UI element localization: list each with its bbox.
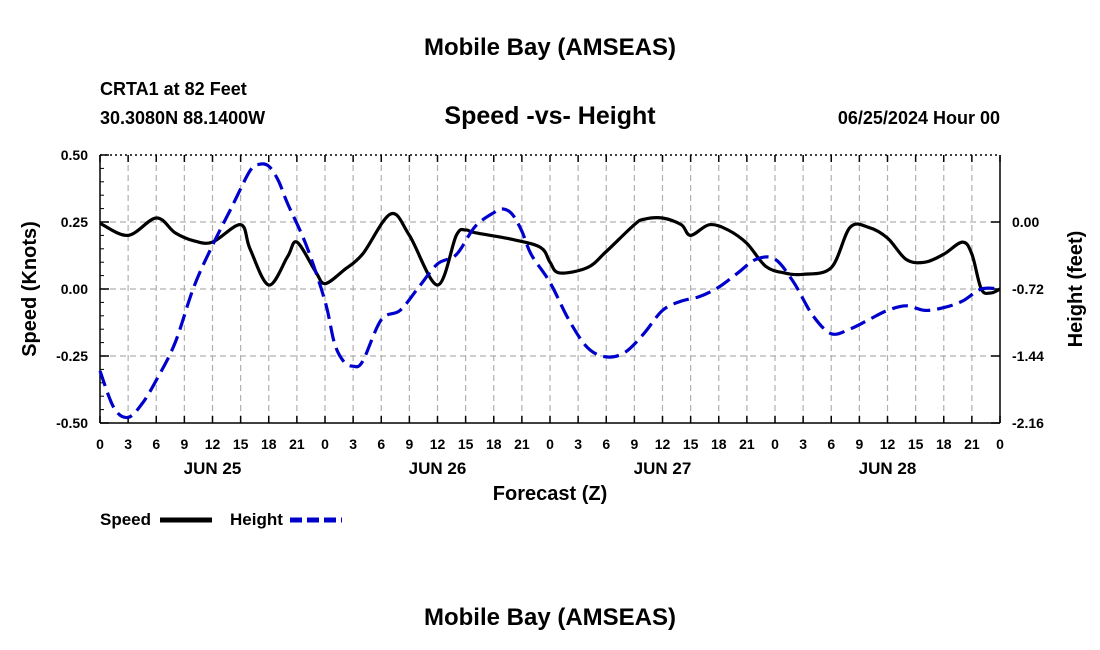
x-tick-label: 3 [574, 436, 582, 452]
x-tick-label: 0 [771, 436, 779, 452]
x-tick-label: 18 [711, 436, 727, 452]
day-label: JUN 27 [634, 459, 692, 478]
x-tick-label: 3 [349, 436, 357, 452]
x-tick-label: 15 [233, 436, 249, 452]
y-left-tick-label: -0.25 [56, 348, 88, 364]
x-tick-label: 3 [799, 436, 807, 452]
x-tick-label: 9 [180, 436, 188, 452]
x-axis-label: Forecast (Z) [493, 483, 607, 505]
x-tick-label: 18 [486, 436, 502, 452]
x-tick-label: 3 [124, 436, 132, 452]
x-tick-label: 18 [261, 436, 277, 452]
y-right-tick-label: -1.44 [1012, 348, 1044, 364]
x-tick-label: 6 [602, 436, 610, 452]
x-tick-label: 21 [739, 436, 755, 452]
y-axis-right-label: Height (feet) [1065, 231, 1087, 348]
x-tick-label: 15 [908, 436, 924, 452]
x-tick-label: 21 [289, 436, 305, 452]
grid-lines [100, 155, 1000, 423]
y-axis-left-label: Speed (Knots) [19, 221, 41, 357]
legend-speed-label: Speed [100, 510, 151, 529]
x-tick-label: 6 [377, 436, 385, 452]
x-tick-label: 12 [205, 436, 221, 452]
x-tick-label: 0 [321, 436, 329, 452]
y-right-tick-label: 0.00 [1012, 214, 1039, 230]
y-left-tick-label: 0.50 [61, 147, 88, 163]
y-left-tick-label: 0.25 [61, 214, 88, 230]
chart-title: Speed -vs- Height [444, 102, 656, 130]
x-tick-label: 9 [855, 436, 863, 452]
y-right-tick-label: -2.16 [1012, 415, 1044, 431]
series-height-line [98, 162, 1001, 420]
y-right-tick-label: -0.72 [1012, 281, 1044, 297]
x-tick-label: 9 [630, 436, 638, 452]
x-tick-label: 21 [514, 436, 530, 452]
x-tick-label: 15 [683, 436, 699, 452]
x-tick-label: 0 [96, 436, 104, 452]
x-tick-label: 0 [546, 436, 554, 452]
x-tick-label: 21 [964, 436, 980, 452]
x-tick-label: 15 [458, 436, 474, 452]
forecast-date: 06/25/2024 Hour 00 [838, 108, 1000, 128]
x-tick-label: 12 [655, 436, 671, 452]
page-title-bottom: Mobile Bay (AMSEAS) [424, 604, 676, 631]
x-tick-label: 9 [405, 436, 413, 452]
y-left-tick-label: 0.00 [61, 281, 88, 297]
legend-height-label: Height [230, 510, 283, 529]
day-label: JUN 25 [184, 459, 242, 478]
page-title: Mobile Bay (AMSEAS) [424, 34, 676, 61]
x-tick-label: 18 [936, 436, 952, 452]
station-label: CRTA1 at 82 Feet [100, 79, 247, 99]
x-tick-label: 6 [827, 436, 835, 452]
axes [99, 154, 1001, 424]
coordinates-label: 30.3080N 88.1400W [100, 108, 265, 128]
x-tick-label: 12 [880, 436, 896, 452]
x-tick-label: 0 [996, 436, 1004, 452]
series-speed-line [99, 211, 1001, 296]
series-lines [98, 162, 1001, 420]
y-left-tick-label: -0.50 [56, 415, 88, 431]
legend: Speed Height [100, 510, 342, 529]
x-tick-label: 12 [430, 436, 446, 452]
x-tick-label: 6 [152, 436, 160, 452]
day-label: JUN 26 [409, 459, 467, 478]
tick-labels: 0 3 6 9 12 15 18 21 0 3 6 9 12 15 18 21 0 3 6 9 12 15 18 21 0 3 6 9… [56, 147, 1044, 478]
day-label: JUN 28 [859, 459, 917, 478]
